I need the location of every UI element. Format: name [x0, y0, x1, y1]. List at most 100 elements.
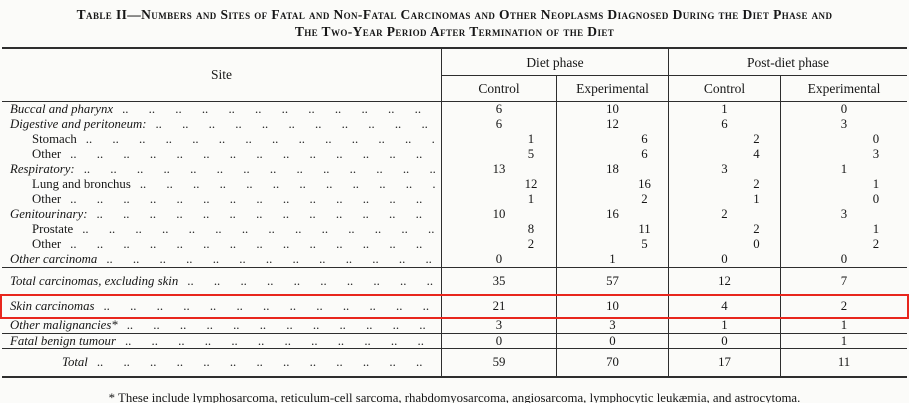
- table-row-grand-total: Total 59 70 17 11: [2, 349, 907, 376]
- value-cell: 10: [556, 102, 668, 117]
- value: 1: [527, 132, 535, 146]
- value-cell: 2: [441, 237, 556, 252]
- value: 8: [527, 222, 535, 236]
- site-label: Stomach: [32, 132, 77, 146]
- value-cell: 3: [441, 318, 556, 333]
- value-cell: 1: [780, 318, 907, 333]
- value-cell: 6: [441, 117, 556, 132]
- site-cell: Other carcinoma: [2, 252, 441, 267]
- site-label: Other: [32, 147, 62, 161]
- value: 4: [721, 299, 728, 313]
- header-diet-control: Control: [441, 76, 556, 101]
- value-cell: 0: [668, 334, 780, 348]
- value: 6: [641, 147, 648, 161]
- site-label: Total carcinomas, excluding skin: [10, 274, 179, 288]
- value: 1: [721, 318, 728, 332]
- header-diet-experimental: Experimental: [556, 76, 668, 101]
- dot-leader: [187, 268, 435, 295]
- value-cell: 10: [556, 296, 668, 317]
- dot-leader: [97, 349, 435, 376]
- footnote: * These include lymphosarcoma, reticulum…: [108, 391, 801, 403]
- value-cell: 12: [556, 117, 668, 132]
- value-cell: 0: [668, 237, 780, 252]
- site-label: Other: [32, 237, 62, 251]
- value-cell: 0: [441, 252, 556, 267]
- value: 57: [606, 274, 619, 288]
- value: 0: [753, 237, 760, 251]
- value: 1: [527, 192, 535, 206]
- header-diet-phase: Diet phase: [441, 49, 668, 76]
- site-cell: Buccal and pharynx: [2, 102, 441, 117]
- value-cell: 13: [441, 162, 556, 177]
- table-title: Table II—Numbers and Sites of Fatal and …: [0, 0, 909, 40]
- value: 3: [840, 207, 848, 221]
- site-label: Other malignancies*: [10, 318, 118, 332]
- value: 2: [753, 177, 760, 191]
- site-cell: Other: [2, 192, 441, 207]
- value-cell: 5: [556, 237, 668, 252]
- value: 6: [721, 117, 728, 131]
- value-cell: 4: [668, 296, 780, 317]
- value: 11: [837, 355, 851, 369]
- site-label: Lung and bronchus: [32, 177, 131, 191]
- value: 1: [753, 192, 760, 206]
- value-cell: 2: [668, 132, 780, 147]
- site-label: Fatal benign tumour: [10, 334, 116, 348]
- value-cell: 2: [668, 222, 780, 237]
- value: 3: [721, 162, 728, 176]
- value-cell: 0: [780, 102, 907, 117]
- site-label: Other: [32, 192, 62, 206]
- value-cell: 2: [780, 296, 907, 317]
- table-row: Prostate 8 11 2 1: [2, 222, 907, 237]
- value: 12: [606, 117, 619, 131]
- value: 7: [840, 274, 848, 288]
- dot-leader: [70, 147, 435, 162]
- value-cell: 3: [556, 318, 668, 333]
- site-cell: Stomach: [2, 132, 441, 147]
- value: 0: [495, 252, 503, 266]
- value-cell: 1: [668, 192, 780, 207]
- site-cell: Lung and bronchus: [2, 177, 441, 192]
- dot-leader: [70, 192, 435, 207]
- table-row: Genitourinary: 10 16 2 3: [2, 207, 907, 222]
- site-cell: Respiratory:: [2, 162, 441, 177]
- site-cell: Skin carcinomas: [2, 296, 441, 317]
- site-label: Genitourinary:: [10, 207, 88, 221]
- site-label: Skin carcinomas: [10, 299, 95, 313]
- site-label: Buccal and pharynx: [10, 102, 114, 116]
- site-cell: Other: [2, 147, 441, 162]
- value-cell: 0: [441, 334, 556, 348]
- table-row-skin-carcinomas: Skin carcinomas 21 10 4 2: [0, 294, 909, 319]
- site-cell: Total: [2, 349, 441, 376]
- value-cell: 16: [556, 177, 668, 192]
- value: 10: [492, 207, 506, 221]
- dot-leader: [122, 102, 435, 117]
- site-label: Total: [62, 355, 88, 369]
- value-cell: 7: [780, 268, 907, 295]
- value-cell: 1: [668, 102, 780, 117]
- value-cell: 10: [441, 207, 556, 222]
- value: 1: [872, 177, 880, 191]
- value: 6: [495, 117, 503, 131]
- value: 12: [718, 274, 731, 288]
- table-row: Digestive and peritoneum: 6 12 6 3: [2, 117, 907, 132]
- value-cell: 1: [780, 177, 907, 192]
- value: 6: [495, 102, 503, 116]
- value: 3: [840, 117, 848, 131]
- site-label: Other carcinoma: [10, 252, 98, 266]
- data-table: Site Diet phase Post-diet phase Control …: [0, 47, 909, 378]
- header-site: Site: [210, 67, 232, 82]
- site-cell: Genitourinary:: [2, 207, 441, 222]
- value-cell: 1: [780, 334, 907, 348]
- value-cell: 16: [556, 207, 668, 222]
- dot-leader: [86, 132, 435, 147]
- table-header: Site Diet phase Post-diet phase Control …: [2, 49, 907, 102]
- value: 0: [872, 132, 880, 146]
- value-cell: 3: [780, 207, 907, 222]
- value: 16: [606, 207, 619, 221]
- value-cell: 3: [668, 162, 780, 177]
- value: 2: [527, 237, 535, 251]
- value: 3: [609, 318, 616, 332]
- value-cell: 3: [780, 117, 907, 132]
